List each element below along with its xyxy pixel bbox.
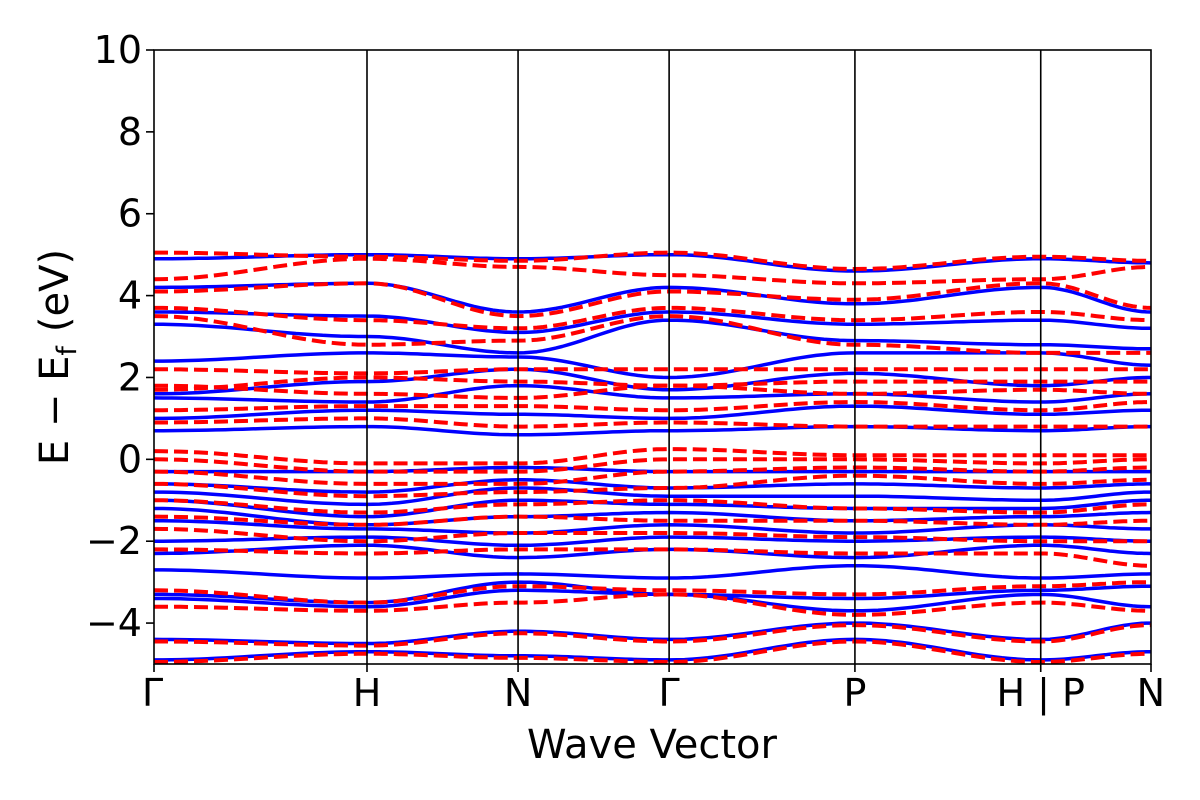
y-tick-label: 2 xyxy=(118,355,142,399)
x-axis-title: Wave Vector xyxy=(527,722,778,768)
kpoint-divider-lines xyxy=(366,50,1042,664)
x-axis-ticks: Γ H N Γ P H | P N xyxy=(142,664,1165,716)
x-tick-label: N xyxy=(1137,671,1165,715)
x-tick-label: H | P xyxy=(996,671,1084,716)
y-tick-label: 0 xyxy=(118,437,142,481)
y-axis-title-unit: (eV) xyxy=(32,249,78,332)
y-tick-label: −2 xyxy=(86,519,142,563)
plot-frame xyxy=(153,49,1152,665)
x-tick-label: N xyxy=(504,671,532,715)
y-tick-label: 6 xyxy=(118,192,142,236)
y-axis-title-subscript: f xyxy=(52,345,83,356)
x-tick-label: H xyxy=(353,671,382,715)
x-tick-label: Γ xyxy=(142,671,163,715)
y-tick-label: 10 xyxy=(94,28,142,72)
y-tick-label: 4 xyxy=(118,274,142,318)
x-tick-label: Γ xyxy=(659,671,680,715)
y-tick-label: 8 xyxy=(118,110,142,154)
x-tick-label: P xyxy=(843,671,866,715)
y-tick-label: −4 xyxy=(86,601,142,645)
y-axis-ticks: −4 −2 0 2 4 6 8 10 xyxy=(86,28,154,645)
y-axis-title-main: E − E xyxy=(32,356,78,466)
y-axis-title: E − Ef (eV) xyxy=(32,249,83,465)
